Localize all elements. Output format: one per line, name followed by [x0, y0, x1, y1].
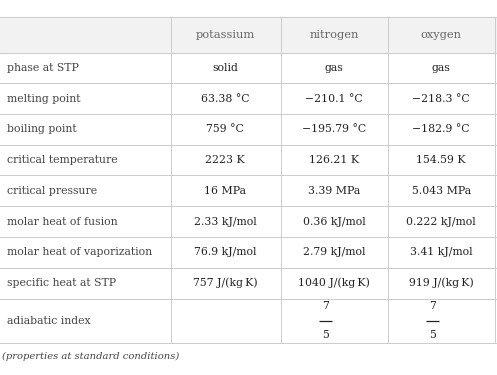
Text: melting point: melting point: [7, 94, 81, 104]
Text: 919 J/(kg K): 919 J/(kg K): [409, 278, 474, 288]
Text: nitrogen: nitrogen: [310, 30, 359, 40]
Text: oxygen: oxygen: [420, 30, 462, 40]
Text: 2.33 kJ/mol: 2.33 kJ/mol: [193, 217, 256, 226]
Text: 0.36 kJ/mol: 0.36 kJ/mol: [303, 217, 366, 226]
Text: 3.39 MPa: 3.39 MPa: [308, 186, 360, 196]
Text: 76.9 kJ/mol: 76.9 kJ/mol: [194, 248, 256, 257]
Text: 2.79 kJ/mol: 2.79 kJ/mol: [303, 248, 365, 257]
Text: 63.38 °C: 63.38 °C: [201, 94, 249, 104]
Text: solid: solid: [212, 63, 238, 73]
Text: boiling point: boiling point: [7, 124, 77, 134]
Text: molar heat of vaporization: molar heat of vaporization: [7, 248, 153, 257]
Text: gas: gas: [432, 63, 450, 73]
Text: −210.1 °C: −210.1 °C: [306, 94, 363, 104]
Text: −218.3 °C: −218.3 °C: [413, 94, 470, 104]
Bar: [0, 17, 497, 53]
Text: 3.41 kJ/mol: 3.41 kJ/mol: [410, 248, 473, 257]
Text: 5: 5: [429, 330, 436, 340]
Text: critical temperature: critical temperature: [7, 155, 118, 165]
Text: 2223 K: 2223 K: [205, 155, 245, 165]
Text: phase at STP: phase at STP: [7, 63, 80, 73]
Text: −182.9 °C: −182.9 °C: [413, 124, 470, 134]
Text: 16 MPa: 16 MPa: [204, 186, 246, 196]
Text: potassium: potassium: [195, 30, 254, 40]
Text: 0.222 kJ/mol: 0.222 kJ/mol: [406, 217, 476, 226]
Text: specific heat at STP: specific heat at STP: [7, 278, 117, 288]
Text: 5: 5: [322, 330, 329, 340]
Text: 126.21 K: 126.21 K: [309, 155, 359, 165]
Text: 5.043 MPa: 5.043 MPa: [412, 186, 471, 196]
Text: (properties at standard conditions): (properties at standard conditions): [2, 352, 180, 361]
Text: critical pressure: critical pressure: [7, 186, 97, 196]
Text: adiabatic index: adiabatic index: [7, 316, 91, 326]
Text: 7: 7: [429, 301, 436, 311]
Text: molar heat of fusion: molar heat of fusion: [7, 217, 118, 226]
Text: 154.59 K: 154.59 K: [416, 155, 466, 165]
Text: 757 J/(kg K): 757 J/(kg K): [192, 278, 257, 288]
Text: 759 °C: 759 °C: [206, 124, 244, 134]
Text: gas: gas: [325, 63, 343, 73]
Text: −195.79 °C: −195.79 °C: [302, 124, 366, 134]
Text: 1040 J/(kg K): 1040 J/(kg K): [298, 278, 370, 288]
Text: 7: 7: [322, 301, 329, 311]
